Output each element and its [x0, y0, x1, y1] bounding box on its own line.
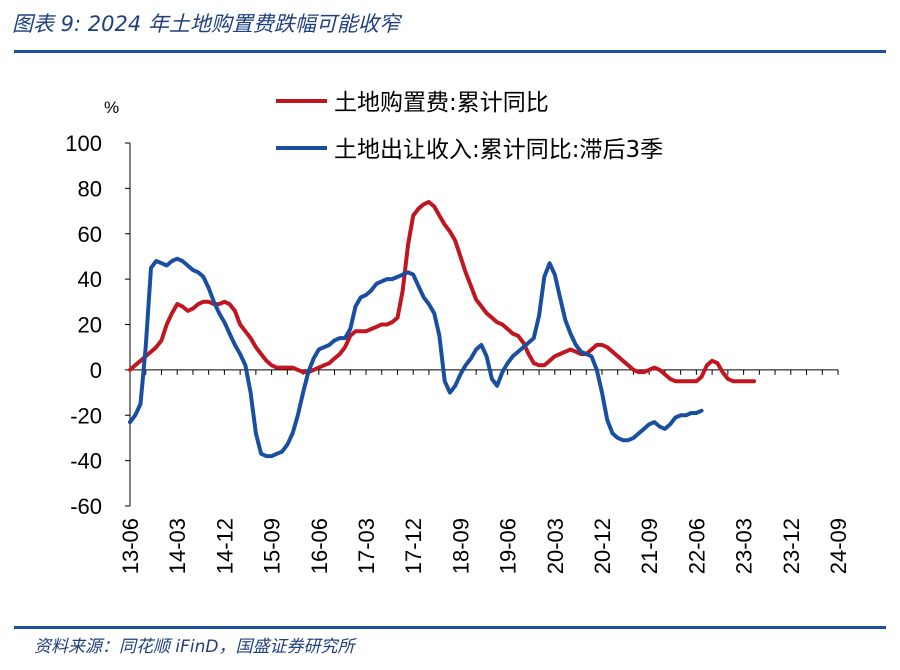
- x-tick-label: 23-12: [779, 518, 804, 574]
- y-tick-label: 40: [78, 267, 102, 292]
- x-tick-label: 20-12: [590, 518, 615, 574]
- series-line-land-revenue: [128, 256, 704, 459]
- chart-axes: 100 80 60 40 20 0 -20 -40 -60 13-06 14-03 14-12 15-0…: [65, 131, 851, 574]
- line-chart: 100 80 60 40 20 0 -20 -40 -60 13-06 14-03 14-12 15-0…: [65, 90, 851, 574]
- x-tick-label: 23-03: [732, 518, 757, 574]
- x-tick-label: 18-09: [448, 518, 473, 574]
- legend-label: 土地出让收入:累计同比:滞后3季: [334, 137, 663, 163]
- y-tick-label: 20: [78, 313, 102, 338]
- x-tick-label: 17-03: [354, 518, 379, 574]
- x-tick-label: 14-03: [165, 518, 190, 574]
- x-tick-label: 13-06: [118, 518, 143, 574]
- x-tick-label: 24-09: [826, 518, 851, 574]
- series-line-land-purchase: [128, 200, 757, 384]
- bottom-rule: [14, 626, 886, 629]
- legend-label: 土地购置费:累计同比: [334, 90, 549, 116]
- x-tick-label: 15-09: [260, 518, 285, 574]
- x-tick-label: 17-12: [401, 518, 426, 574]
- x-tick-label: 21-09: [637, 518, 662, 574]
- y-tick-label: 80: [78, 176, 102, 201]
- x-tick-label: 22-06: [684, 518, 709, 574]
- y-tick-label: 60: [78, 222, 102, 247]
- x-tick-label: 20-03: [543, 518, 568, 574]
- y-tick-label: 0: [90, 358, 102, 383]
- x-tick-label: 16-06: [307, 518, 332, 574]
- y-tick-label: -40: [70, 449, 102, 474]
- figure-title: 图表 9: 2024 年土地购置费跌幅可能收窄: [12, 12, 400, 36]
- y-tick-label: -20: [70, 403, 102, 428]
- chart-lines: [128, 200, 757, 459]
- source-note: 资料来源：同花顺 iFinD，国盛证券研究所: [34, 637, 355, 657]
- x-tick-label: 14-12: [212, 518, 237, 574]
- x-tick-label: 19-06: [496, 518, 521, 574]
- y-axis-unit-label: %: [104, 98, 119, 117]
- y-tick-label: -60: [70, 494, 102, 519]
- top-rule: [14, 50, 886, 53]
- y-tick-label: 100: [65, 131, 102, 156]
